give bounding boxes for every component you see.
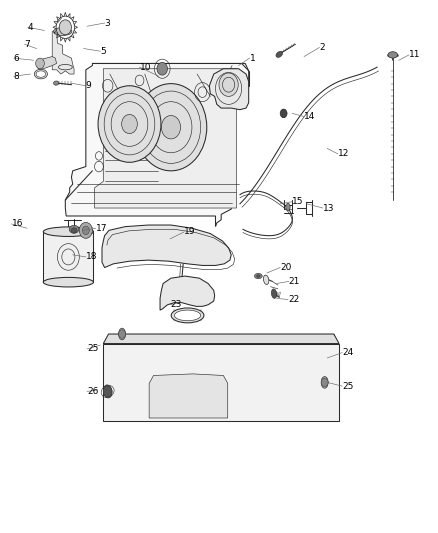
Ellipse shape: [43, 227, 93, 237]
Text: 4: 4: [28, 23, 33, 32]
Text: 13: 13: [323, 204, 335, 213]
Polygon shape: [52, 30, 74, 74]
Text: 7: 7: [25, 40, 31, 49]
Polygon shape: [65, 63, 249, 227]
Circle shape: [321, 378, 328, 386]
Polygon shape: [209, 69, 249, 110]
Text: 23: 23: [170, 300, 181, 309]
Text: 9: 9: [86, 81, 92, 90]
Ellipse shape: [276, 51, 283, 58]
Text: 8: 8: [14, 71, 20, 80]
Text: 16: 16: [12, 220, 23, 229]
Ellipse shape: [53, 81, 59, 85]
Text: 22: 22: [288, 295, 299, 304]
Text: 18: 18: [86, 253, 97, 261]
Text: 1: 1: [250, 54, 255, 62]
Circle shape: [157, 62, 167, 75]
Ellipse shape: [388, 52, 398, 58]
Text: 3: 3: [105, 19, 110, 28]
Circle shape: [79, 222, 92, 238]
Polygon shape: [103, 344, 339, 421]
Polygon shape: [36, 56, 57, 70]
Text: 11: 11: [409, 51, 420, 59]
Ellipse shape: [257, 274, 260, 277]
Circle shape: [82, 226, 89, 235]
Text: 6: 6: [14, 54, 20, 62]
Ellipse shape: [53, 28, 72, 36]
Ellipse shape: [281, 109, 286, 118]
Ellipse shape: [69, 225, 79, 233]
Text: 5: 5: [100, 47, 106, 55]
Ellipse shape: [272, 289, 277, 298]
Ellipse shape: [119, 328, 126, 340]
Text: 25: 25: [87, 344, 99, 353]
Text: 17: 17: [96, 224, 107, 233]
Circle shape: [280, 109, 287, 118]
Circle shape: [103, 386, 112, 397]
Polygon shape: [103, 334, 339, 344]
Text: 25: 25: [342, 382, 353, 391]
Circle shape: [35, 58, 44, 69]
Polygon shape: [149, 374, 228, 418]
Polygon shape: [95, 69, 240, 208]
Ellipse shape: [171, 308, 204, 323]
Ellipse shape: [263, 275, 269, 285]
Text: 10: 10: [140, 63, 151, 71]
Polygon shape: [43, 232, 93, 282]
Ellipse shape: [174, 310, 201, 321]
Text: 26: 26: [87, 387, 99, 396]
Text: 20: 20: [280, 263, 292, 272]
Circle shape: [122, 115, 138, 134]
Polygon shape: [160, 276, 215, 310]
Text: 15: 15: [292, 197, 304, 206]
Text: 19: 19: [184, 228, 196, 237]
Circle shape: [161, 116, 180, 139]
Text: 2: 2: [319, 43, 325, 52]
Ellipse shape: [103, 385, 112, 398]
Circle shape: [59, 20, 71, 35]
Ellipse shape: [34, 69, 47, 79]
Circle shape: [98, 86, 161, 163]
Ellipse shape: [286, 203, 290, 211]
Ellipse shape: [71, 228, 77, 233]
Ellipse shape: [43, 277, 93, 287]
Ellipse shape: [321, 376, 328, 388]
Ellipse shape: [254, 273, 262, 279]
Text: 12: 12: [338, 149, 349, 158]
Circle shape: [135, 84, 207, 171]
Polygon shape: [102, 225, 231, 268]
Circle shape: [219, 73, 238, 96]
Text: 21: 21: [289, 277, 300, 286]
Text: 14: 14: [304, 112, 315, 121]
Ellipse shape: [36, 71, 46, 77]
Text: 24: 24: [342, 348, 353, 357]
Circle shape: [119, 330, 126, 338]
